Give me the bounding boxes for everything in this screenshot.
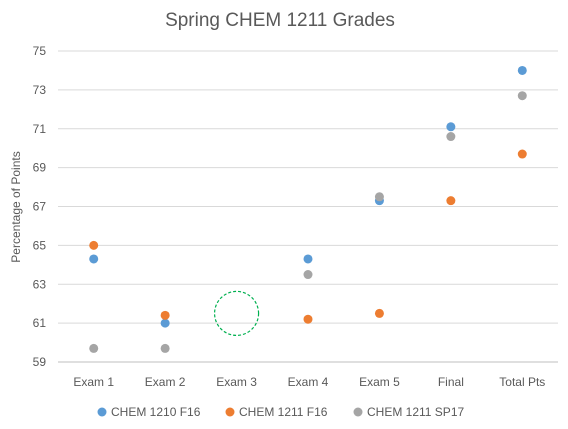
legend: CHEM 1210 F16 CHEM 1211 F16 CHEM 1211 SP17 — [97, 405, 464, 419]
x-axis-ticks: Exam 1 Exam 2 Exam 3 Exam 4 Exam 5 Final Total… — [73, 375, 545, 389]
data-point — [160, 343, 170, 353]
data-point — [89, 240, 99, 250]
y-axis-label: Percentage of Points — [9, 151, 23, 262]
y-axis-ticks: 59 61 63 65 67 69 71 73 75 — [33, 44, 47, 369]
x-tick-label: Exam 5 — [359, 375, 400, 389]
data-point — [517, 149, 527, 159]
y-tick-label: 67 — [33, 200, 47, 214]
x-tick-label: Exam 3 — [216, 375, 257, 389]
data-point — [303, 270, 313, 280]
data-point — [303, 314, 313, 324]
data-point — [374, 308, 384, 318]
chart-title: Spring CHEM 1211 Grades — [165, 10, 395, 31]
data-point — [89, 343, 99, 353]
y-tick-label: 59 — [33, 355, 47, 369]
legend-marker — [353, 407, 363, 417]
annotation-circle — [213, 290, 260, 337]
legend-label: CHEM 1210 F16 — [111, 405, 201, 419]
x-tick-label: Total Pts — [499, 375, 545, 389]
y-tick-label: 65 — [33, 238, 47, 252]
data-point — [446, 132, 456, 142]
y-tick-label: 75 — [33, 44, 47, 58]
y-tick-label: 63 — [33, 277, 47, 291]
x-tick-label: Final — [438, 375, 464, 389]
data-point — [446, 122, 456, 132]
legend-label: CHEM 1211 F16 — [239, 405, 328, 419]
data-point — [446, 196, 456, 206]
data-point — [517, 65, 527, 75]
y-tick-label: 73 — [33, 83, 47, 97]
y-tick-label: 71 — [33, 122, 47, 136]
data-point — [517, 91, 527, 101]
x-tick-label: Exam 4 — [288, 375, 329, 389]
legend-marker — [97, 407, 107, 417]
legend-marker — [225, 407, 235, 417]
data-point — [374, 192, 384, 202]
x-tick-label: Exam 2 — [145, 375, 186, 389]
y-tick-label: 69 — [33, 161, 47, 175]
annotations — [213, 290, 260, 337]
data-point — [89, 254, 99, 264]
legend-label: CHEM 1211 SP17 — [367, 405, 464, 419]
data-point — [303, 254, 313, 264]
data-points — [89, 65, 527, 353]
data-point — [160, 318, 170, 328]
data-point — [160, 310, 170, 320]
y-tick-label: 61 — [33, 316, 47, 330]
gridlines — [58, 50, 558, 363]
x-tick-label: Exam 1 — [73, 375, 114, 389]
